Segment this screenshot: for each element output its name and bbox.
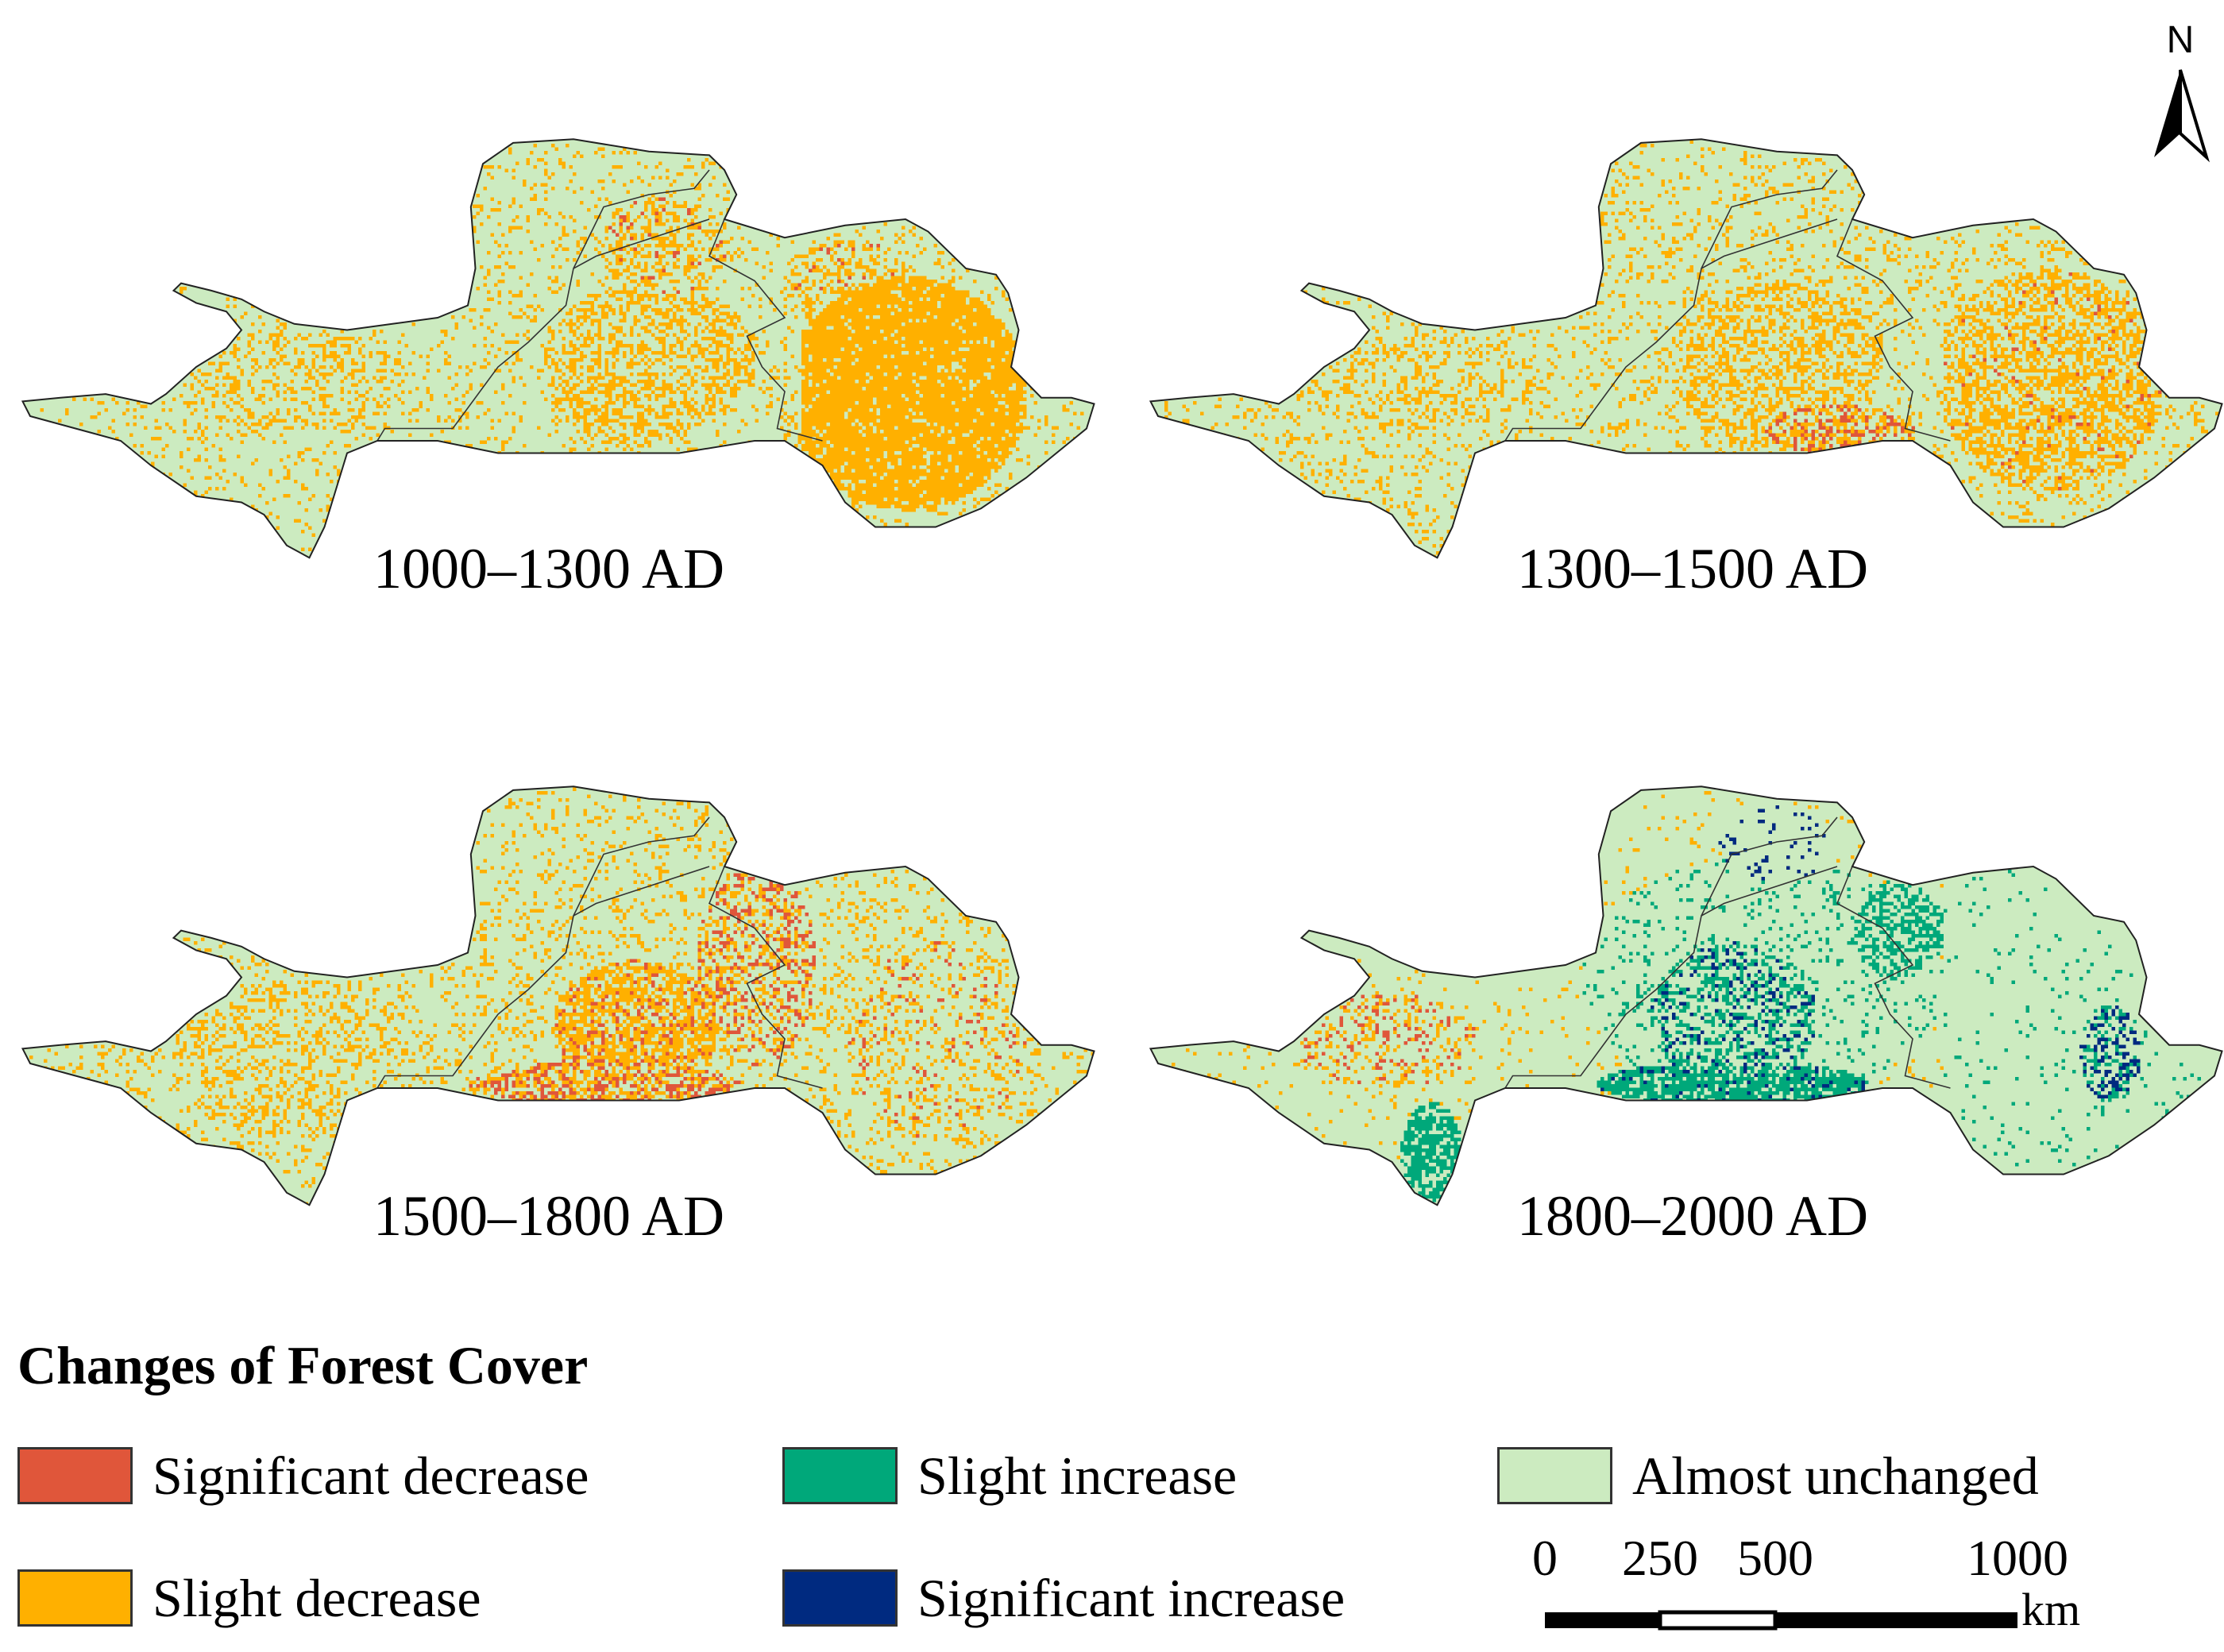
map-panel-1: 1000–1300 AD (0, 71, 1112, 731)
basin-outline (21, 138, 1095, 559)
scale-tick-label: 250 (1622, 1530, 1698, 1586)
scale-unit: km (2021, 1584, 2081, 1635)
legend-title: Changes of Forest Cover (17, 1335, 589, 1395)
forest-change-map-3 (21, 785, 1095, 1206)
north-arrow: N (2145, 14, 2216, 165)
sub-basin-boundary (708, 866, 823, 1089)
basin-outline (1149, 785, 2223, 1206)
legend-label: Significant increase (917, 1567, 1346, 1628)
sub-basin-boundary (376, 866, 710, 1089)
sub-basin-boundary (708, 218, 823, 442)
sub-basin-boundary (1504, 866, 1838, 1089)
legend-item-significant-decrease: Significant decrease (17, 1444, 589, 1507)
legend-item-slight-increase: Slight increase (782, 1444, 1237, 1507)
scale-tick-label: 0 (1532, 1530, 1558, 1586)
scale-tick-label: 1000 (1967, 1530, 2068, 1586)
forest-change-map-2 (1149, 138, 2223, 559)
map-panel-2: 1300–1500 AD (1128, 71, 2224, 731)
sub-basin-boundary (1836, 218, 1951, 442)
forest-change-map-4 (1149, 785, 2223, 1206)
panel-label-1: 1000–1300 AD (373, 537, 725, 600)
panel-label-4: 1800–2000 AD (1517, 1184, 1869, 1248)
panel-label-2: 1300–1500 AD (1517, 537, 1869, 600)
legend-swatch (17, 1447, 133, 1504)
sub-basin-boundary (1836, 866, 1951, 1089)
sub-basin-boundary (1701, 169, 1838, 269)
sub-basin-boundary (1701, 816, 1838, 917)
change-cells (1164, 140, 2219, 558)
legend-label: Slight increase (917, 1445, 1237, 1506)
change-cells (40, 144, 1087, 551)
legend-item-slight-decrease: Slight decrease (17, 1566, 481, 1630)
scale-bar-graphic (1545, 1610, 2017, 1631)
legend-swatch (17, 1569, 133, 1627)
legend-label: Almost unchanged (1632, 1445, 2039, 1506)
legend-label: Significant decrease (153, 1445, 589, 1506)
map-panel-4: 1800–2000 AD (1128, 719, 2224, 1378)
map-panel-3: 1500–1800 AD (0, 719, 1112, 1378)
legend-swatch (1497, 1447, 1612, 1504)
north-arrow-icon: N (2154, 19, 2210, 163)
north-arrow-label: N (2167, 19, 2195, 61)
legend-swatch (782, 1569, 898, 1627)
legend-item-almost-unchanged: Almost unchanged (1497, 1444, 2039, 1507)
sub-basin-boundary (1504, 218, 1838, 442)
basin-outline (1149, 138, 2223, 559)
legend-label: Slight decrease (153, 1567, 481, 1628)
forest-change-map-1 (21, 138, 1095, 559)
scale-bar: 0 250 500 1000 km (1509, 1529, 2113, 1648)
basin-outline (21, 785, 1095, 1206)
scale-tick-label: 500 (1737, 1530, 1813, 1586)
sub-basin-boundary (573, 816, 710, 917)
legend-swatch (782, 1447, 898, 1504)
sub-basin-boundary (573, 169, 710, 269)
legend-item-significant-increase: Significant increase (782, 1566, 1345, 1630)
sub-basin-boundary (376, 218, 710, 442)
panel-label-3: 1500–1800 AD (373, 1184, 725, 1248)
